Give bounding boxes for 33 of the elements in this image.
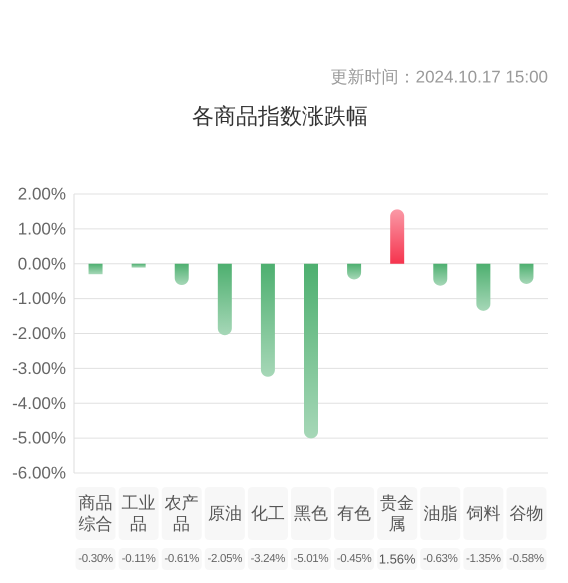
tick-label: 0.00% <box>18 254 66 274</box>
value-label: -0.30% <box>78 553 113 565</box>
value-label: -0.45% <box>336 553 372 565</box>
value-label: -0.63% <box>422 553 458 565</box>
value-label: 1.56% <box>378 552 416 566</box>
category-label: 有色 <box>337 504 372 523</box>
tick-label: -2.00% <box>12 324 66 343</box>
value-label: -0.58% <box>509 553 544 565</box>
title: 各商品指数涨跌幅 <box>192 104 368 128</box>
category-label: 农产品 <box>164 494 199 534</box>
category-label: 工业品 <box>122 494 156 534</box>
value-label: -0.61% <box>164 553 200 565</box>
category-label: 原油 <box>208 504 242 523</box>
category-label: 贵金属 <box>380 494 414 534</box>
tick-label: -4.00% <box>12 394 66 413</box>
value-label: -1.35% <box>466 553 501 565</box>
tick-label: -3.00% <box>12 358 66 378</box>
tick-label: -6.00% <box>12 464 66 482</box>
annotation: 更新时间：2024.10.17 15:00 <box>330 68 548 86</box>
value-label: -0.11% <box>122 553 156 565</box>
value-label: -2.05% <box>208 553 242 565</box>
category-label: 黑色 <box>294 504 328 523</box>
tick-label: 1.00% <box>18 219 66 238</box>
category-label: 谷物 <box>509 504 544 523</box>
tick-label: -1.00% <box>12 289 66 308</box>
category-label: 油脂 <box>423 504 458 523</box>
category-label: 化工 <box>250 504 285 523</box>
value-label: -3.24% <box>250 553 286 565</box>
value-label: -5.01% <box>294 553 328 565</box>
category-label: 商品综合 <box>78 494 113 534</box>
category-label: 饲料 <box>466 504 500 523</box>
tick-label: 2.00% <box>18 184 66 204</box>
tick-label: -5.00% <box>12 428 66 448</box>
